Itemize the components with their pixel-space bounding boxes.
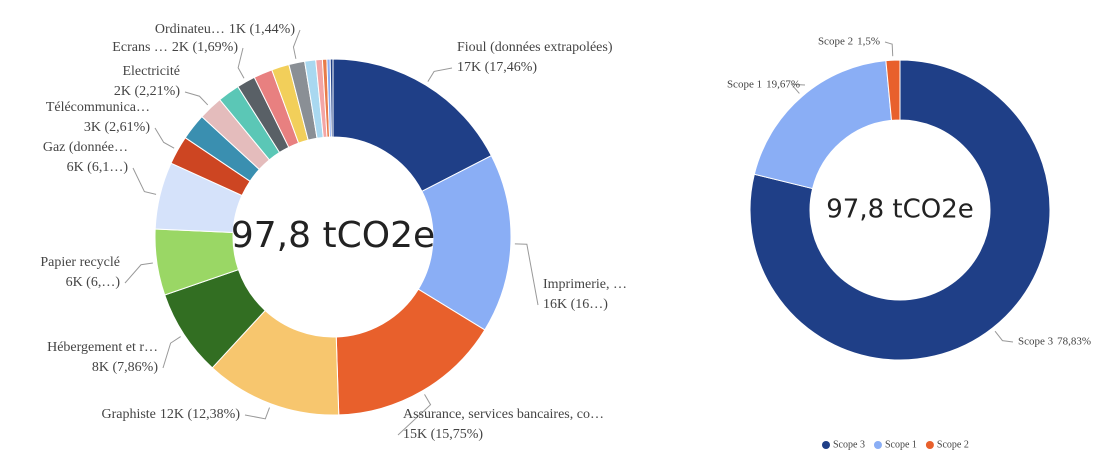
slice-value-label: 3K (2,61%) <box>84 120 150 135</box>
leader-line <box>184 91 209 106</box>
slice-label: Gaz (donnée… <box>43 140 128 155</box>
slice-value-label: 1,5% <box>857 36 880 48</box>
slice-label: Télécommunica… <box>46 100 150 115</box>
slice-label: Electricité <box>122 64 180 79</box>
slice-label: Assurance, services bancaires, co… <box>403 407 604 422</box>
slice-label: Imprimerie, … <box>543 277 627 292</box>
slice-value-label: 19,67% <box>766 79 800 91</box>
leader-line <box>162 336 181 369</box>
slice-value-label: 12K (12,38%) <box>160 407 240 422</box>
leader-line <box>427 67 453 82</box>
slice-value-label: 1K (1,44%) <box>229 22 295 37</box>
legend-label: Scope 1 <box>885 439 917 450</box>
slice-value-label: 16K (16…) <box>543 297 608 312</box>
slice-label: Graphiste <box>101 407 155 422</box>
donut-slice <box>329 58 334 138</box>
slice-label: Scope 2 <box>818 36 853 48</box>
slice-label: Scope 3 <box>1018 336 1054 348</box>
center-label: 97,8 tCO2e <box>826 195 974 225</box>
slice-label: Scope 1 <box>727 79 762 91</box>
leader-line <box>790 83 806 94</box>
slice-value-label: 2K (2,21%) <box>114 84 180 99</box>
slice-label: Fioul (données extrapolées) <box>457 40 613 55</box>
slice-value-label: 17K (17,46%) <box>457 60 537 75</box>
leader-line <box>124 262 153 284</box>
leader-line <box>994 330 1014 343</box>
legend-label: Scope 2 <box>937 439 969 450</box>
legend-label: Scope 3 <box>833 439 865 450</box>
leader-line <box>514 243 539 306</box>
leader-line <box>884 41 894 57</box>
donut-slice <box>885 59 901 121</box>
legend-marker <box>822 441 830 449</box>
leader-line <box>292 29 301 59</box>
slice-label: Papier recyclé <box>40 255 120 270</box>
slice-value-label: 15K (15,75%) <box>403 427 483 442</box>
center-label: 97,8 tCO2e <box>231 215 435 256</box>
legend-marker <box>873 441 882 449</box>
leader-line <box>237 47 245 79</box>
leader-line <box>244 407 270 420</box>
leader-line <box>132 167 157 195</box>
leader-line <box>154 127 175 149</box>
slice-value-label: 6K (6,1…) <box>67 160 129 175</box>
donut-slice <box>749 59 1051 361</box>
slice-value-label: 8K (7,86%) <box>92 360 158 375</box>
slice-label: Ecrans … <box>112 40 168 55</box>
slice-value-label: 2K (1,69%) <box>172 40 238 55</box>
slice-value-label: 78,83% <box>1057 336 1091 348</box>
legend-marker <box>925 441 934 449</box>
slice-label: Ordinateu… <box>155 22 225 37</box>
slice-label: Hébergement et r… <box>47 340 158 355</box>
slice-value-label: 6K (6,…) <box>66 275 121 290</box>
leader-line <box>397 394 432 436</box>
